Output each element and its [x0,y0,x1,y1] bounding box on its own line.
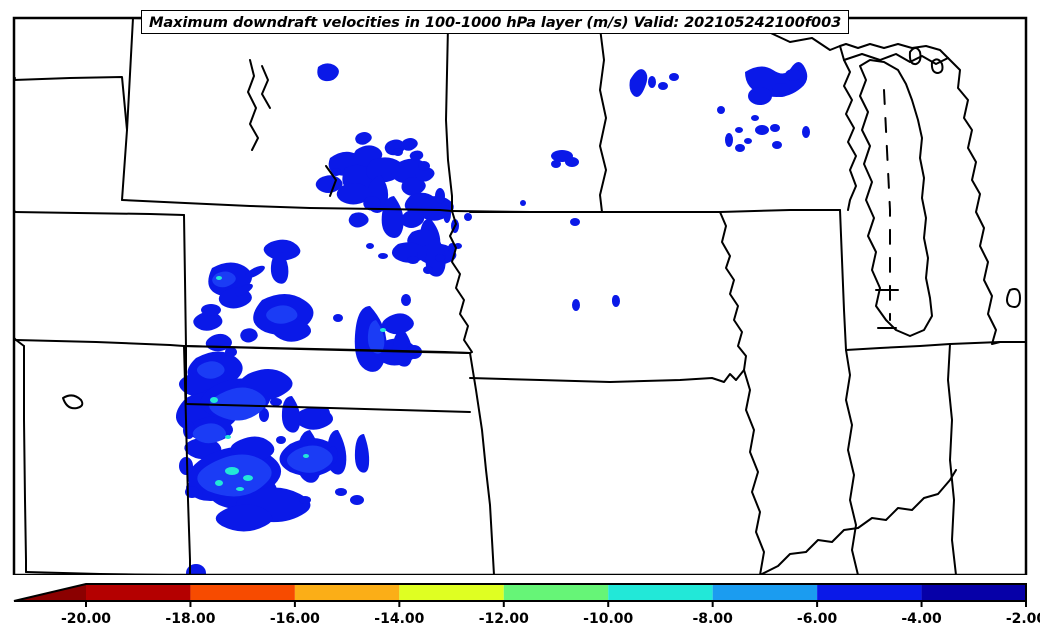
colorbar-tick-label: -2.00 [1006,611,1040,627]
border-kansas-oklahoma [185,403,471,413]
lake-michigan [859,59,933,337]
colorbar-band [921,584,1026,601]
colorbar: -20.00 -18.00 -16.00 -14.00 -12.00 -10.00 -8.0… [0,575,1040,633]
border-kansas-north [183,345,471,354]
colorbar-ticks [85,601,1027,607]
inland-lake-c [1006,288,1021,308]
border-montana-wyoming-vertical [121,17,134,201]
colorbar-tick-labels: -20.00 -18.00 -16.00 -14.00 -12.00 -10.00 -8.0… [61,611,1040,627]
border-wyoming-colorado [13,211,185,216]
border-illinois-indiana [845,349,859,575]
colorbar-band [608,584,713,601]
lake-michigan-center-line [883,89,891,321]
colorbar-band [817,584,922,601]
colorbar-tick-label: -6.00 [797,611,838,627]
colorbar-bands [13,583,1027,602]
data-cluster-south-dakota [454,150,620,307]
data-core-peak-values [210,276,386,491]
river-missouri-nd [247,59,259,151]
colorbar-tick-label: -16.00 [270,611,320,627]
colorbar-band [294,584,400,601]
border-co-nm-corner [15,339,25,347]
border-colorado-kansas [183,214,187,349]
border-iowa-missouri-south [469,369,745,383]
border-kansas-missouri-east [469,352,495,575]
colorbar-tick-label: -8.00 [692,611,733,627]
border-illinois-wisconsin [719,209,841,213]
border-wyoming-sd-ne [121,199,311,209]
border-newmexico-west [23,345,27,573]
inland-lake-b [930,58,944,74]
colorbar-tick-label: -10.00 [583,611,633,627]
colorbar-outline [13,583,1027,602]
colorbar-tick-label: -18.00 [165,611,215,627]
border-michigan-lake-huron [947,57,1001,345]
data-cluster-ne-nebraska [315,63,459,277]
data-core-oklahoma-panhandle [192,387,333,497]
border-indiana-ohio [947,343,957,575]
data-core-east-colorado [196,271,385,379]
geographic-boundaries [13,17,1027,575]
colorbar-band [190,584,295,601]
border-minnesota-sd-west [599,27,607,213]
colorbar-tick-label: -4.00 [901,611,942,627]
plot-title-box: Maximum downdraft velocities in 100-1000… [141,10,850,34]
border-minnesota-ontario [759,27,845,61]
river-ohio [759,527,859,575]
small-lake-colorado [62,394,84,410]
map-frame [12,16,1028,575]
border-wisconsin-mississippi [843,59,857,211]
border-montana-wyoming [13,76,128,131]
border-sd-nd-trend [445,25,453,212]
colorbar-tick-label: -12.00 [479,611,529,627]
border-illinois-indiana-north [839,209,847,351]
border-indiana-michigan [845,343,951,351]
border-wisconsin-upper-michigan [843,53,949,65]
river-platte-segment [325,165,337,197]
map-panel: Maximum downdraft velocities in 100-1000… [12,10,1028,575]
border-nebraska-sd [309,207,453,212]
colorbar-band [503,584,609,601]
colorbar-canvas: -20.00 -18.00 -16.00 -14.00 -12.00 -10.00 -8.0… [13,583,1040,627]
map-canvas [12,16,1028,575]
river-tributary-nd [261,65,271,109]
colorbar-tick-label: -14.00 [374,611,424,627]
colorbar-band [712,584,818,601]
colorbar-band [86,584,191,601]
colorbar-band [399,584,504,601]
inland-lake-a [908,47,922,66]
data-cluster-east-colorado [178,239,422,409]
colorbar-tick-label: -20.00 [61,611,111,627]
border-missouri-illinois-mississippi [743,369,765,575]
river-ohio-east [857,469,957,529]
data-cluster-iowa-missouri [572,295,618,311]
border-iowa-east-mississippi [719,211,747,371]
border-ohio-michigan [949,341,1027,345]
downdraft-velocity-field [175,62,810,575]
border-colorado-nm [15,339,185,347]
data-cluster-minnesota-wisconsin [629,62,810,152]
border-missouri-river [449,210,473,354]
lake-superior-south-shore [839,43,949,59]
plot-title-text: Maximum downdraft velocities in 100-1000… [149,13,842,31]
